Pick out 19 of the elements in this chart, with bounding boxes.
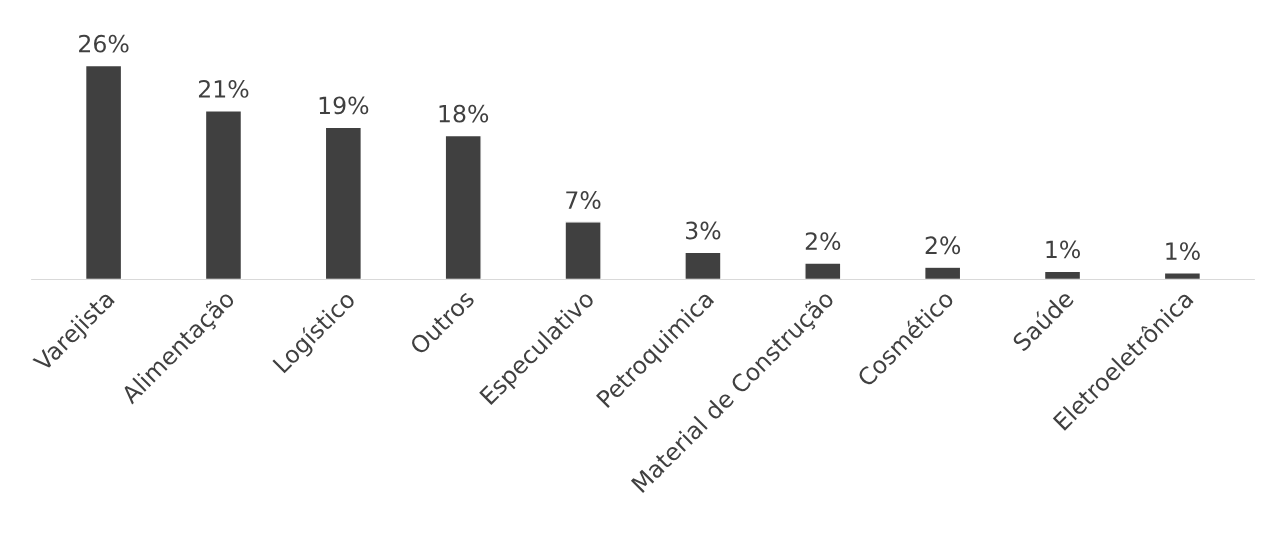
bar bbox=[204, 110, 243, 280]
data-label: 19% bbox=[319, 96, 369, 115]
bar bbox=[923, 266, 962, 280]
bar bbox=[324, 126, 363, 280]
bar bbox=[444, 134, 482, 280]
data-label: 3% bbox=[686, 221, 721, 240]
bar bbox=[804, 262, 842, 280]
data-label: 26% bbox=[79, 34, 129, 53]
data-label: 1% bbox=[1046, 240, 1080, 259]
data-label: 2% bbox=[805, 232, 841, 251]
data-label: 18% bbox=[439, 104, 489, 123]
data-label: 21% bbox=[198, 80, 249, 98]
bar bbox=[564, 221, 602, 280]
bar bbox=[684, 251, 722, 280]
data-label: 2% bbox=[925, 236, 961, 255]
bar bbox=[84, 64, 123, 280]
bar bbox=[1163, 272, 1202, 280]
data-label: 1% bbox=[1166, 242, 1200, 260]
data-label: 7% bbox=[566, 191, 601, 209]
